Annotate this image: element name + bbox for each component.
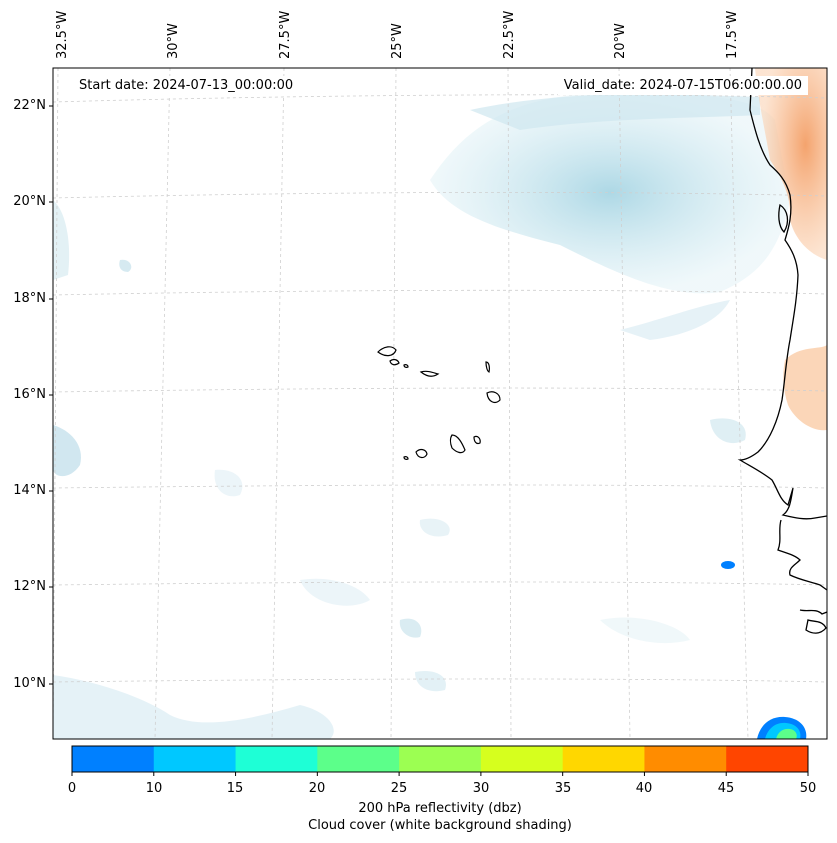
colorbar-segment (235, 746, 318, 772)
lon-label: 27.5°W (278, 10, 293, 59)
lat-label: 16°N (13, 387, 46, 402)
colorbar-tick-label: 40 (635, 781, 653, 796)
island-sao-vicente (389, 358, 400, 366)
start-date-label: Start date: 2024-07-13_00:00:00 (73, 76, 300, 95)
colorbar-tick-label: 0 (67, 781, 77, 796)
colorbar-tick-label: 10 (145, 781, 163, 796)
colorbar-segment (480, 746, 564, 772)
reflectivity-cells (721, 561, 807, 739)
valid-date-label: Valid_date: 2024-07-15T06:00:00.00 (557, 76, 808, 95)
colorbar-tick-label: 35 (554, 781, 572, 796)
island-boa-vista (486, 391, 501, 403)
island-sao-nicolau (419, 370, 440, 377)
colorbar-segment (562, 746, 645, 772)
colorbar-tick-label: 25 (390, 781, 408, 796)
colorbar-segment (644, 746, 727, 772)
lon-label: 25°W (390, 23, 405, 59)
cloud-cover-shading (53, 91, 790, 739)
colorbar-tick-label: 15 (226, 781, 244, 796)
colorbar (71, 745, 809, 776)
africa-coastline (737, 68, 827, 520)
lat-label: 10°N (13, 676, 46, 691)
colorbar-tick-label: 50 (799, 781, 817, 796)
lon-label: 17.5°W (725, 10, 740, 59)
colorbar-tick-label: 45 (717, 781, 735, 796)
graticule-lines (53, 68, 827, 739)
colorbar-tick-label: 20 (308, 781, 326, 796)
island-santa-luzia (403, 364, 409, 368)
colorbar-frame (71, 745, 809, 773)
map-frame (52, 67, 828, 740)
island-fogo (415, 448, 428, 459)
lat-label: 20°N (13, 194, 46, 209)
coastlines (737, 68, 827, 634)
lat-label: 12°N (13, 579, 46, 594)
lat-tick-marks (49, 105, 53, 685)
dust-shading (755, 68, 827, 431)
lat-label: 22°N (13, 98, 46, 113)
lon-label: 32.5°W (55, 10, 70, 59)
colorbar-title: 200 hPa reflectivity (dbz) (358, 801, 522, 816)
lat-label: 14°N (13, 483, 46, 498)
island-sal (485, 361, 490, 373)
lon-label: 30°W (166, 23, 181, 59)
cape-verde-islands (377, 346, 501, 460)
island-santo-antao (377, 346, 397, 357)
colorbar-segment (399, 746, 482, 772)
lon-label: 20°W (613, 23, 628, 59)
lat-label: 18°N (13, 291, 46, 306)
colorbar-segment (153, 746, 237, 772)
island-santiago (449, 434, 466, 454)
colorbar-segment (72, 746, 155, 772)
lon-label: 22.5°W (502, 10, 517, 59)
island-brava (403, 456, 409, 460)
island-maio (473, 435, 481, 445)
colorbar-tick-label: 30 (472, 781, 490, 796)
colorbar-segment (317, 746, 400, 772)
colorbar-subtitle: Cloud cover (white background shading) (308, 818, 572, 833)
colorbar-segment (726, 746, 809, 772)
